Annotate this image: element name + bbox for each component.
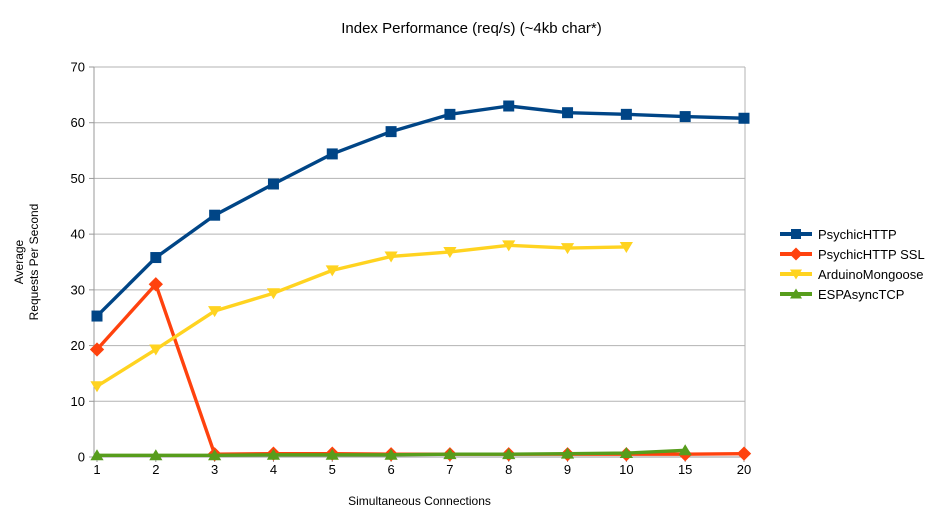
legend-item: ESPAsyncTCP — [779, 284, 925, 304]
axes — [89, 66, 745, 462]
legend-label: ArduinoMongoose — [818, 266, 924, 282]
series-arduinomongoose — [90, 240, 633, 393]
legend: PsychicHTTP PsychicHTTP SSL ArduinoMongoos… — [779, 224, 925, 304]
y-tick-label: 20 — [71, 338, 85, 353]
y-tick-label: 40 — [71, 227, 85, 242]
x-tick-labels: 1 2 3 4 5 6 7 8 9 10 15 20 — [93, 462, 751, 477]
y-axis-title-line2: Requests Per Second — [27, 203, 41, 321]
legend-item: ArduinoMongoose — [779, 264, 925, 284]
square-legend-marker-icon — [780, 229, 812, 239]
y-tick-labels: 0 10 20 30 40 50 60 70 — [71, 60, 85, 465]
chart-title: Index Performance (req/s) (~4kb char*) — [341, 20, 602, 37]
series-psychichttp — [91, 100, 750, 322]
x-tick-label: 6 — [387, 462, 394, 477]
x-tick-label: 4 — [270, 462, 277, 477]
y-axis-title-line1: Average — [12, 239, 26, 285]
x-tick-label: 2 — [152, 462, 159, 477]
triangle-up-legend-marker-icon — [780, 288, 812, 299]
legend-label: PsychicHTTP SSL — [818, 246, 925, 262]
series-line-arduinomongoose — [95, 243, 629, 388]
legend-label: ESPAsyncTCP — [818, 286, 905, 302]
x-tick-label: 20 — [737, 462, 751, 477]
x-tick-label: 10 — [619, 462, 633, 477]
y-tick-label: 70 — [71, 60, 85, 75]
x-tick-label: 1 — [93, 462, 100, 477]
gridlines — [94, 66, 745, 458]
x-tick-label: 15 — [678, 462, 692, 477]
legend-label: PsychicHTTP — [818, 226, 897, 242]
series-espasynctcp — [90, 444, 692, 461]
x-tick-label: 9 — [564, 462, 571, 477]
series-psychichttp-ssl — [89, 277, 752, 462]
y-tick-label: 50 — [71, 171, 85, 186]
series-line-psychichttp — [95, 104, 746, 318]
x-tick-label: 3 — [211, 462, 218, 477]
y-tick-label: 60 — [71, 115, 85, 130]
x-tick-label: 7 — [446, 462, 453, 477]
x-tick-label: 8 — [505, 462, 512, 477]
series-line-psychichttp-ssl — [95, 282, 746, 456]
legend-item: PsychicHTTP — [779, 224, 925, 244]
y-axis-title: Average Requests Per Second — [12, 162, 42, 362]
triangle-down-legend-marker-icon — [780, 269, 812, 280]
y-tick-label: 30 — [71, 282, 85, 297]
y-tick-label: 0 — [78, 450, 85, 465]
legend-item: PsychicHTTP SSL — [779, 244, 925, 264]
x-tick-label: 5 — [329, 462, 336, 477]
diamond-legend-marker-icon — [780, 247, 812, 261]
x-axis-title: Simultaneous Connections — [348, 494, 491, 508]
y-tick-label: 10 — [71, 394, 85, 409]
